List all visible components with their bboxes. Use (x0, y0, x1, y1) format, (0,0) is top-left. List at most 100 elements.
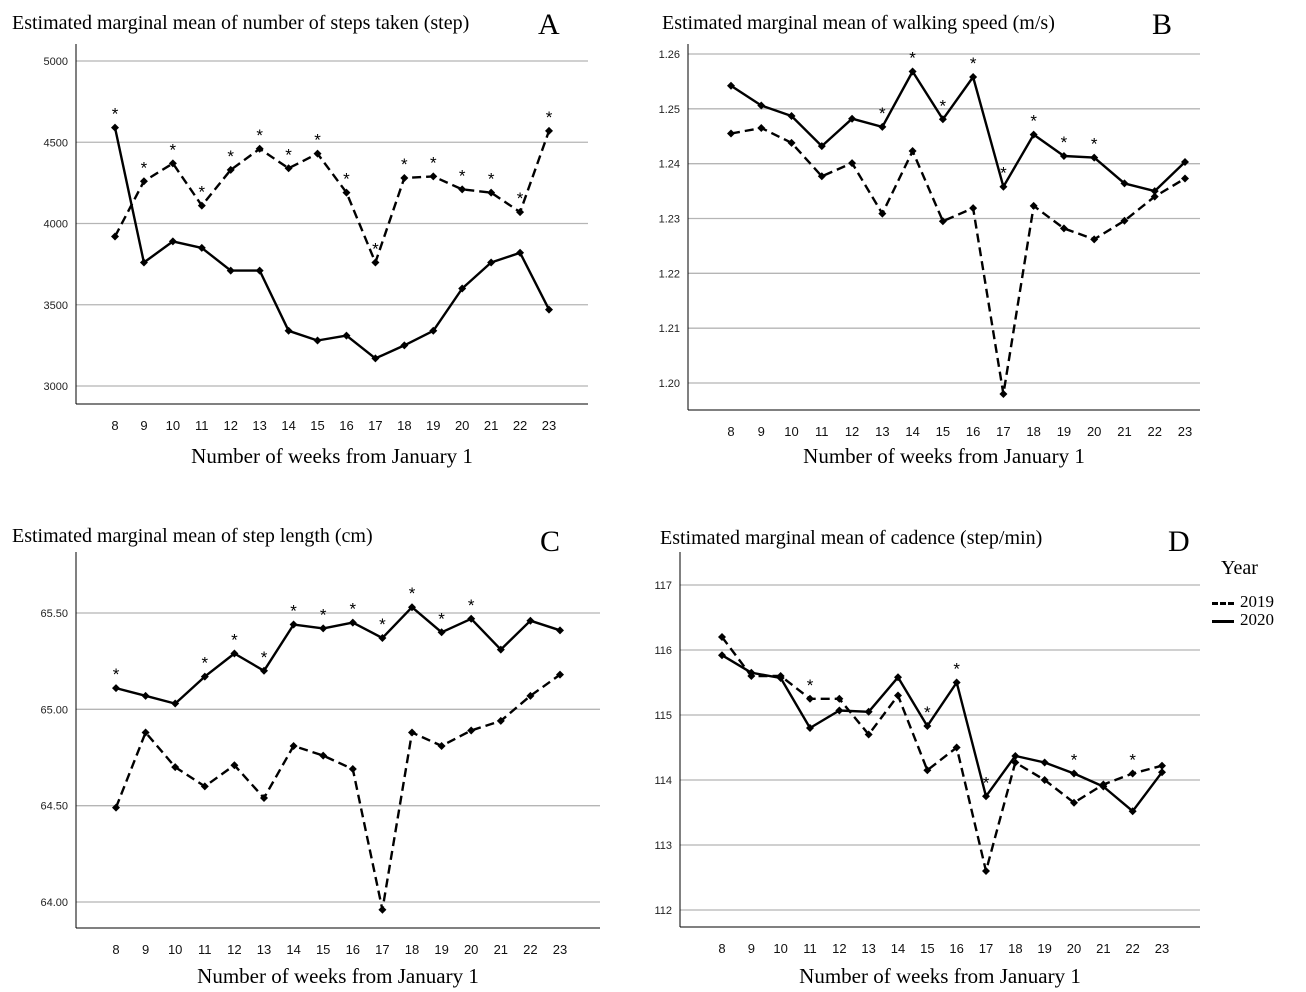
panel-b-xtick-label: 12 (845, 424, 859, 439)
panel-a-data-point-2019 (313, 149, 322, 158)
panel-b-xtick-label: 14 (905, 424, 919, 439)
panel-a-data-point-2020 (226, 266, 235, 275)
panel-c-significance-marker: * (468, 596, 475, 615)
panel-c-xtick-label: 19 (434, 942, 448, 957)
panel-d-data-point-2020 (1011, 751, 1020, 760)
panel-d-data-point-2020 (952, 678, 961, 687)
panel-b-data-point-2020 (1181, 158, 1189, 167)
panel-b-data-point-2020 (817, 142, 826, 151)
legend-swatch-solid (1212, 619, 1234, 623)
panel-a-data-point-2020 (284, 326, 293, 335)
panel-d-data-point-2020 (806, 724, 814, 732)
panel-c-significance-marker: * (379, 615, 386, 634)
panel-a-data-point-2019 (111, 232, 119, 241)
panel-c-significance-marker: * (201, 654, 208, 673)
panel-c-data-point-2019 (378, 905, 387, 914)
panel-c-ytick-label: 65.00 (40, 704, 68, 716)
panel-c-series-2019-line (114, 673, 561, 911)
panel-a-significance-marker: * (227, 147, 234, 166)
panel-c-data-point-2020 (289, 620, 298, 629)
panel-c-data-point-2020 (171, 699, 180, 708)
panel-b-ytick-label: 1.24 (659, 159, 680, 171)
legend-label-2020: 2020 (1240, 610, 1274, 629)
panel-a-xtick-label: 17 (368, 418, 382, 433)
panel-b-significance-marker: * (879, 104, 886, 123)
panel-c-data-point-2020 (556, 626, 564, 635)
legend-swatch-dashed (1212, 601, 1234, 605)
panel-a-data-point-2019 (168, 159, 177, 168)
panel-d-data-point-2020 (718, 651, 726, 660)
panel-d-ytick-label: 113 (654, 840, 672, 852)
panel-d-ytick-label: 117 (654, 580, 672, 592)
panel-a-xtick-label: 23 (542, 418, 556, 433)
panel-b-significance-marker: * (1091, 135, 1098, 154)
panel-b-xtick-label: 18 (1026, 424, 1040, 439)
panel-b-xtick-label: 8 (727, 424, 734, 439)
panel-c-data-point-2020 (112, 684, 120, 693)
panel-a-xlabel: Number of weeks from January 1 (191, 444, 473, 468)
panel-b-xtick-label: 20 (1087, 424, 1101, 439)
panel-a-xtick-label: 13 (252, 418, 266, 433)
panel-a-data-point-2019 (197, 201, 206, 210)
panel-a-data-point-2019 (429, 172, 438, 181)
panel-d-data-point-2019 (835, 694, 844, 703)
panel-a-xtick-label: 22 (513, 418, 527, 433)
panel-a-significance-marker: * (372, 240, 379, 259)
panel-b-data-point-2020 (727, 81, 735, 90)
panel-d-data-point-2020 (1099, 782, 1108, 791)
panel-b-data-point-2019 (817, 172, 826, 181)
panel-b-xtick-label: 9 (758, 424, 765, 439)
panel-b-data-point-2020 (878, 122, 887, 131)
panel-b-data-point-2019 (848, 159, 857, 168)
panel-d-data-point-2019 (982, 867, 990, 875)
panel-d-significance-marker: * (983, 773, 990, 792)
panel-d-data-point-2020 (1128, 807, 1137, 816)
panel-a-xtick-label: 21 (484, 418, 498, 433)
panel-b-data-point-2020 (969, 73, 978, 82)
panel-a-xtick-label: 10 (166, 418, 180, 433)
panel-c-data-point-2020 (200, 672, 209, 681)
panel-a-significance-marker: * (459, 166, 466, 185)
panel-b-data-point-2020 (848, 114, 857, 123)
panel-a-data-point-2020 (545, 305, 553, 314)
panel-c-xtick-label: 14 (286, 942, 300, 957)
panel-c-xtick-label: 18 (405, 942, 419, 957)
panel-c-xtick-label: 12 (227, 942, 241, 957)
panel-d-data-point-2020 (776, 673, 785, 682)
panel-a-significance-marker: * (546, 108, 553, 127)
panel-b-data-point-2019 (1059, 224, 1068, 233)
panel-b-xtick-label: 21 (1117, 424, 1131, 439)
panel-d-data-point-2019 (1040, 776, 1049, 784)
panel-d-data-point-2019 (1070, 798, 1078, 807)
panel-a-xtick-label: 14 (281, 418, 295, 433)
panel-d-xtick-label: 19 (1037, 941, 1051, 956)
panel-b-data-point-2019 (1090, 235, 1099, 244)
panel-c-significance-marker: * (261, 648, 268, 667)
panel-b-xtick-label: 22 (1147, 424, 1161, 439)
panel-d-xtick-label: 23 (1155, 941, 1169, 956)
panel-b-xtick-label: 10 (784, 424, 798, 439)
panel-b-significance-marker: * (1030, 112, 1037, 131)
panel-a-significance-marker: * (314, 131, 321, 150)
panel-b-data-point-2020 (1150, 187, 1159, 196)
panel-d-significance-marker: * (953, 660, 960, 679)
panel-a-data-point-2020 (342, 331, 351, 340)
panel-c-xtick-label: 22 (523, 942, 537, 957)
panel-d-data-point-2020 (864, 707, 873, 716)
panel-c-xtick-label: 20 (464, 942, 478, 957)
panel-b-data-point-2019 (757, 124, 766, 133)
panel-b-significance-marker: * (970, 54, 977, 73)
panel-b-data-point-2019 (727, 129, 735, 138)
panel-a-significance-marker: * (141, 158, 148, 177)
panel-b-ytick-label: 1.23 (659, 214, 680, 226)
panel-b-data-point-2020 (1059, 151, 1068, 160)
panel-c-data-point-2019 (467, 726, 476, 735)
panel-b-data-point-2020 (757, 101, 766, 110)
panel-b-data-point-2019 (1150, 192, 1159, 201)
panel-d-xtick-label: 10 (773, 941, 787, 956)
panel-a-data-point-2019 (458, 185, 467, 194)
panel-a-data-point-2019 (226, 165, 235, 174)
panel-a-xtick-label: 19 (426, 418, 440, 433)
legend-item-2019: 2019 (1212, 592, 1274, 612)
